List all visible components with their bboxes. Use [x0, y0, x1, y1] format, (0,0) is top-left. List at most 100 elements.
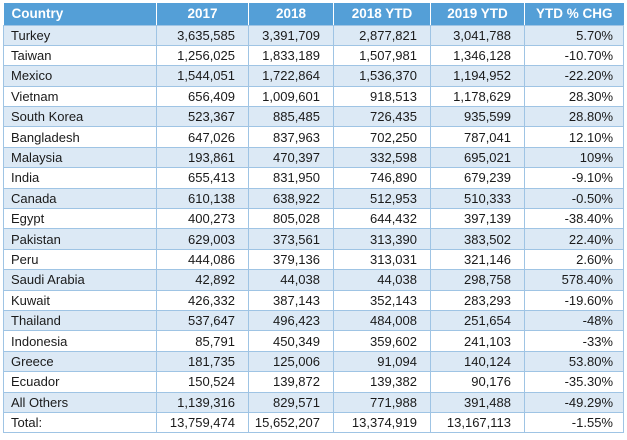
- cell-y2018: 638,922: [248, 187, 334, 210]
- table-row: Pakistan 629,003 373,561 313,390 383,502 22.4…: [3, 228, 624, 250]
- cell-country: Egypt: [3, 208, 157, 230]
- cell-ytd2019: 787,041: [430, 126, 525, 148]
- cell-ytd-pct-chg: 5.70%: [524, 24, 624, 46]
- cell-ytd-pct-chg: 22.40%: [524, 228, 624, 250]
- cell-ytd-pct-chg: -10.70%: [524, 44, 624, 67]
- table-row: Greece 181,735 125,006 91,094 140,124 53.80%: [3, 350, 624, 373]
- cell-country: Indonesia: [3, 330, 157, 352]
- cell-y2017: 3,635,585: [156, 24, 249, 46]
- cell-country: Pakistan: [3, 228, 157, 250]
- col-header-country: Country: [3, 3, 157, 25]
- cell-ytd2018: 313,390: [333, 228, 431, 250]
- cell-y2018: 831,950: [248, 167, 334, 189]
- cell-ytd2018: 2,877,821: [333, 24, 431, 46]
- cell-ytd2018: 512,953: [333, 187, 431, 210]
- cell-y2017: 181,735: [156, 350, 249, 373]
- cell-ytd2018: 726,435: [333, 106, 431, 128]
- cell-ytd-pct-chg: 28.80%: [524, 106, 624, 128]
- cell-ytd-pct-chg: -35.30%: [524, 371, 624, 393]
- cell-y2018: 805,028: [248, 208, 334, 230]
- cell-ytd-pct-chg: 2.60%: [524, 248, 624, 271]
- cell-ytd2019: 90,176: [430, 371, 525, 393]
- cell-ytd-pct-chg: 578.40%: [524, 269, 624, 291]
- col-header-2018: 2018: [248, 3, 334, 25]
- cell-ytd2018: 644,432: [333, 208, 431, 230]
- table-row: Bangladesh 647,026 837,963 702,250 787,041 12…: [3, 126, 624, 148]
- cell-ytd2019: 298,758: [430, 269, 525, 291]
- cell-ytd2018: 352,143: [333, 289, 431, 311]
- table-row: Canada 610,138 638,922 512,953 510,333 -0.50%: [3, 187, 624, 210]
- cell-ytd-pct-chg: -9.10%: [524, 167, 624, 189]
- cell-y2017: 655,413: [156, 167, 249, 189]
- cell-country: Saudi Arabia: [3, 269, 157, 291]
- cell-y2018: 450,349: [248, 330, 334, 352]
- cell-ytd2019: 935,599: [430, 106, 525, 128]
- header-row: Country 2017 2018 2018 YTD 2019 YTD YTD …: [3, 3, 624, 25]
- cell-country: Thailand: [3, 309, 157, 332]
- cell-ytd-pct-chg: -22.20%: [524, 65, 624, 87]
- table-row: Ecuador 150,524 139,872 139,382 90,176 -35.30…: [3, 371, 624, 393]
- table-row: South Korea 523,367 885,485 726,435 935,599 2…: [3, 106, 624, 128]
- table-row: Vietnam 656,409 1,009,601 918,513 1,178,629 2…: [3, 85, 624, 108]
- cell-y2017: 444,086: [156, 248, 249, 271]
- table-row: Turkey 3,635,585 3,391,709 2,877,821 3,041,7…: [3, 24, 624, 46]
- cell-ytd2018: 44,038: [333, 269, 431, 291]
- cell-y2017: 13,759,474: [156, 411, 249, 434]
- cell-country: Canada: [3, 187, 157, 210]
- cell-ytd-pct-chg: -38.40%: [524, 208, 624, 230]
- cell-ytd-pct-chg: -49.29%: [524, 391, 624, 413]
- table-row: Taiwan 1,256,025 1,833,189 1,507,981 1,346,1…: [3, 44, 624, 67]
- cell-ytd-pct-chg: -33%: [524, 330, 624, 352]
- cell-y2018: 1,833,189: [248, 44, 334, 67]
- cell-ytd2019: 695,021: [430, 146, 525, 169]
- cell-country: Vietnam: [3, 85, 157, 108]
- cell-ytd-pct-chg: -0.50%: [524, 187, 624, 210]
- cell-y2018: 1,009,601: [248, 85, 334, 108]
- cell-ytd-pct-chg: 53.80%: [524, 350, 624, 373]
- cell-y2017: 647,026: [156, 126, 249, 148]
- cell-country: Peru: [3, 248, 157, 271]
- cell-y2018: 496,423: [248, 309, 334, 332]
- cell-country: South Korea: [3, 106, 157, 128]
- cell-country: Bangladesh: [3, 126, 157, 148]
- cell-country: Taiwan: [3, 44, 157, 67]
- cell-y2017: 400,273: [156, 208, 249, 230]
- cell-ytd-pct-chg: 109%: [524, 146, 624, 169]
- cell-y2018: 387,143: [248, 289, 334, 311]
- col-header-2019-ytd: 2019 YTD: [430, 3, 525, 25]
- cell-ytd2019: 383,502: [430, 228, 525, 250]
- cell-y2018: 3,391,709: [248, 24, 334, 46]
- cell-country: India: [3, 167, 157, 189]
- cell-ytd2018: 746,890: [333, 167, 431, 189]
- cell-ytd2018: 484,008: [333, 309, 431, 332]
- col-header-2017: 2017: [156, 3, 249, 25]
- cell-y2017: 629,003: [156, 228, 249, 250]
- cell-ytd2018: 332,598: [333, 146, 431, 169]
- cell-y2018: 139,872: [248, 371, 334, 393]
- cell-y2017: 1,139,316: [156, 391, 249, 413]
- cell-country: Ecuador: [3, 371, 157, 393]
- table-row: All Others 1,139,316 829,571 771,988 391,488…: [3, 391, 624, 413]
- cell-y2017: 85,791: [156, 330, 249, 352]
- cell-ytd2019: 283,293: [430, 289, 525, 311]
- cell-ytd-pct-chg: 12.10%: [524, 126, 624, 148]
- cell-ytd2019: 251,654: [430, 309, 525, 332]
- table-row: Peru 444,086 379,136 313,031 321,146 2.60%: [3, 248, 624, 271]
- table-row: Kuwait 426,332 387,143 352,143 283,293 -19.60…: [3, 289, 624, 311]
- cell-country: Kuwait: [3, 289, 157, 311]
- cell-country: Total:: [3, 411, 157, 434]
- table-row: Indonesia 85,791 450,349 359,602 241,103 -33%: [3, 330, 624, 352]
- cell-ytd2018: 91,094: [333, 350, 431, 373]
- table-row: Malaysia 193,861 470,397 332,598 695,021 109%: [3, 146, 624, 169]
- cell-ytd2018: 139,382: [333, 371, 431, 393]
- country-data-table: Country 2017 2018 2018 YTD 2019 YTD YTD …: [3, 3, 624, 434]
- cell-country: Mexico: [3, 65, 157, 87]
- cell-y2018: 15,652,207: [248, 411, 334, 434]
- table-row: Thailand 537,647 496,423 484,008 251,654 -48%: [3, 309, 624, 332]
- cell-ytd2019: 397,139: [430, 208, 525, 230]
- cell-ytd2019: 140,124: [430, 350, 525, 373]
- table-row: Mexico 1,544,051 1,722,864 1,536,370 1,194,9…: [3, 65, 624, 87]
- cell-y2017: 42,892: [156, 269, 249, 291]
- cell-ytd2019: 391,488: [430, 391, 525, 413]
- cell-y2018: 1,722,864: [248, 65, 334, 87]
